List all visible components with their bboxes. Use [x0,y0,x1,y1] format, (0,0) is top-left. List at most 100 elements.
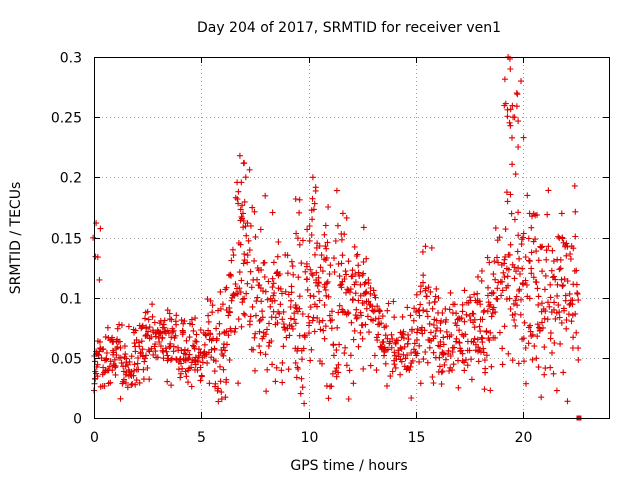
data-point [280,343,287,350]
data-point [183,373,190,380]
data-point [100,346,107,353]
data-point [505,350,512,357]
data-point [374,303,381,310]
data-point [251,208,258,215]
data-point [322,286,329,293]
data-point [507,66,514,72]
data-point [574,291,581,297]
data-point [535,364,542,371]
data-point [123,379,129,386]
data-point [520,335,527,342]
data-point [382,332,389,339]
data-point [514,302,521,309]
data-point [506,119,513,126]
data-point [328,383,335,390]
data-point [295,274,302,281]
data-point [420,307,427,314]
data-point [261,274,268,280]
data-point [258,298,265,305]
data-point [178,317,185,324]
data-point [213,335,220,342]
data-point [321,231,328,238]
data-point [132,381,139,388]
data-point [195,358,201,365]
data-point [227,271,234,278]
data-point [425,284,432,291]
data-point [213,325,220,332]
data-point [199,359,206,366]
data-point [515,144,522,150]
data-point [296,293,303,300]
data-point [556,314,563,321]
data-point [533,355,540,362]
data-point [262,351,269,358]
data-point [416,312,423,319]
data-point [325,395,332,402]
data-point [326,312,333,319]
data-point [542,272,549,279]
data-point [131,340,138,347]
data-point [438,317,445,324]
data-point [502,226,509,233]
data-point [120,368,127,375]
data-point [194,367,201,374]
data-point [533,279,540,286]
y-axis-title: SRMTID / TECUs [8,182,24,295]
data-point [299,356,305,363]
data-point [308,232,315,238]
data-point [440,351,447,358]
data-point [518,78,524,85]
data-point [513,103,520,110]
data-point [423,308,430,315]
data-point [551,273,557,280]
data-point [104,324,111,331]
data-point [320,327,327,334]
y-tick-label: 0.05 [51,352,82,368]
data-point [485,284,491,291]
data-point [238,323,245,330]
data-point [511,264,518,271]
data-point [518,241,525,248]
data-point [341,276,348,282]
data-point [507,306,514,312]
data-point [336,341,343,348]
data-point [409,357,416,364]
data-point [475,358,482,365]
data-point [503,189,510,196]
data-point [478,334,485,341]
data-point [558,319,565,326]
data-point [345,258,352,265]
data-point [225,332,232,339]
data-point [417,380,424,387]
data-point [356,273,363,279]
data-point [309,272,316,279]
data-point [518,296,524,303]
data-point [186,334,193,341]
data-point [269,284,276,291]
data-point [513,293,520,300]
data-point [295,366,302,372]
data-point [118,322,125,329]
data-point [279,316,286,323]
data-point [107,379,114,386]
data-point [223,328,230,335]
data-point [274,319,281,326]
data-point [527,328,534,335]
data-point [373,367,380,374]
data-point [258,266,265,273]
data-point [517,271,523,277]
data-point [360,365,367,372]
data-point [333,365,340,372]
data-point [480,309,487,316]
data-point [484,308,491,315]
data-point [288,289,295,296]
data-point [301,332,308,339]
x-tick-label: 0 [90,430,99,446]
data-point [177,370,184,377]
data-point [166,310,173,317]
data-point [254,276,260,283]
data-point [124,384,131,391]
data-point [241,198,248,205]
data-point [551,299,558,306]
data-point [348,319,355,326]
